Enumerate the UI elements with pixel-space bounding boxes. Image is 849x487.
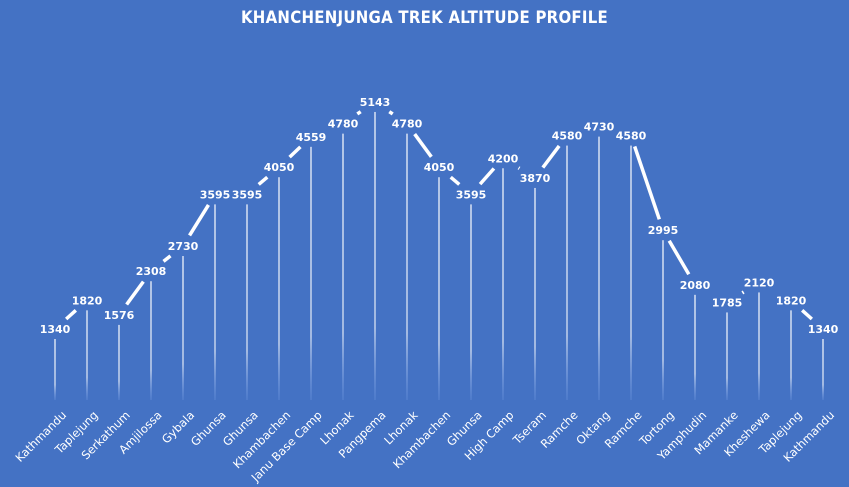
data-label: 4580 [616,130,647,143]
drop-line [630,145,632,400]
line-segment [65,309,77,321]
data-label: 3595 [232,188,263,201]
drop-line [86,310,88,400]
data-label: 2080 [680,279,711,292]
data-label: 1785 [712,296,743,309]
data-label: 1340 [808,323,839,336]
drop-line [694,294,696,400]
drop-line [438,177,440,400]
drop-line [502,168,504,400]
data-label: 4050 [264,161,295,174]
line-segment [413,133,433,158]
altitude-line [65,110,813,321]
data-label: 1576 [104,309,135,322]
drop-line [310,146,312,400]
chart-title: KHANCHENJUNGA TREK ALTITUDE PROFILE [240,8,609,28]
drop-lines [54,111,824,400]
line-segment [633,145,661,220]
drop-line [758,292,760,400]
drop-line [662,240,664,400]
data-label: 2308 [136,265,167,278]
drop-line [406,133,408,400]
line-segment [162,254,172,263]
line-segment [356,110,362,116]
line-segment [188,204,210,237]
line-segment [801,309,813,321]
drop-line [726,312,728,400]
drop-line [214,204,216,400]
drop-line [278,177,280,400]
drop-line [118,324,120,400]
data-label: 1820 [776,294,807,307]
line-segment [257,175,269,186]
drop-line [374,111,376,400]
line-segment [478,167,496,186]
data-label: 2120 [744,276,775,289]
drop-line [342,133,344,400]
line-segment [741,290,745,295]
data-label: 2995 [648,224,679,237]
data-label: 4200 [488,152,519,165]
line-segment [288,145,302,159]
drop-line [54,339,56,400]
drop-line [790,310,792,400]
data-label: 3595 [200,188,231,201]
line-segment [667,239,691,276]
data-label: 4559 [296,131,327,144]
drop-line [246,204,248,400]
drop-line [534,187,536,400]
data-label: 1340 [40,323,71,336]
line-segment [517,166,521,170]
data-label: 1820 [72,294,103,307]
drop-line [150,281,152,400]
data-label: 2730 [168,240,199,253]
line-segment [125,280,145,306]
line-segment [449,175,461,186]
data-label: 4580 [552,130,583,143]
drop-line [822,339,824,400]
data-label: 4730 [584,121,615,134]
data-label: 4780 [392,118,423,131]
data-label: 4780 [328,118,359,131]
data-label: 3870 [520,172,551,185]
line-segment [541,144,561,169]
data-label: 3595 [456,188,487,201]
line-segment [388,110,394,116]
data-label: 4050 [424,161,455,174]
data-label: 5143 [360,96,391,109]
drop-line [470,204,472,400]
drop-line [182,256,184,400]
drop-line [566,145,568,400]
drop-line [598,136,600,400]
